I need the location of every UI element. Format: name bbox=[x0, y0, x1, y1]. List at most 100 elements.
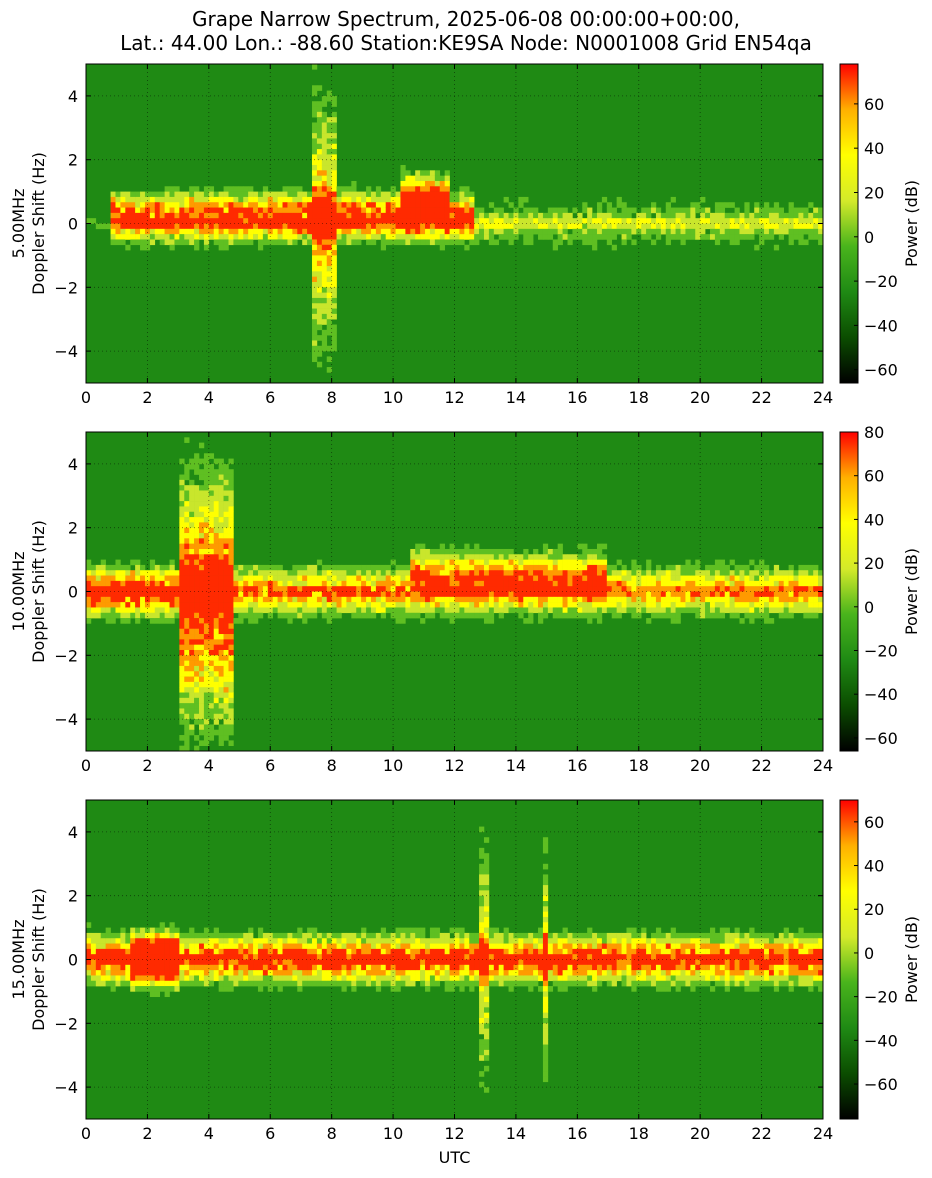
heatmap-cell bbox=[714, 596, 721, 603]
heatmap-cell bbox=[528, 591, 534, 598]
heatmap-cell bbox=[321, 586, 328, 592]
heatmap-cell bbox=[439, 607, 445, 614]
heatmap-cell bbox=[316, 313, 323, 320]
heatmap-cell bbox=[346, 932, 352, 939]
heatmap-cell bbox=[513, 943, 519, 950]
heatmap-cell bbox=[714, 228, 721, 235]
heatmap-cell bbox=[449, 212, 455, 219]
heatmap-cell bbox=[626, 927, 632, 934]
heatmap-cell bbox=[189, 671, 195, 677]
heatmap-cell bbox=[400, 964, 406, 971]
heatmap-cell bbox=[469, 975, 475, 982]
heatmap-cell bbox=[223, 564, 229, 571]
heatmap-cell bbox=[346, 570, 352, 576]
heatmap-cell bbox=[243, 970, 249, 976]
heatmap-cell bbox=[287, 186, 293, 192]
heatmap-cell bbox=[572, 612, 578, 619]
heatmap-cell bbox=[336, 586, 342, 592]
heatmap-cell bbox=[120, 975, 126, 982]
heatmap-cell bbox=[267, 223, 273, 230]
heatmap-cell bbox=[194, 506, 200, 513]
heatmap-cell bbox=[523, 239, 529, 246]
heatmap-cell bbox=[184, 527, 190, 534]
heatmap-cell bbox=[164, 948, 170, 955]
heatmap-cell bbox=[213, 234, 219, 240]
heatmap-cell bbox=[425, 959, 431, 966]
heatmap-cell bbox=[154, 607, 160, 614]
heatmap-cell bbox=[542, 1033, 549, 1040]
heatmap-cell bbox=[184, 735, 190, 741]
heatmap-cell bbox=[459, 970, 465, 976]
heatmap-cell bbox=[449, 959, 455, 966]
heatmap-cell bbox=[257, 207, 264, 214]
heatmap-cell bbox=[184, 501, 190, 507]
heatmap-cell bbox=[194, 591, 200, 598]
heatmap-cell bbox=[213, 511, 219, 518]
heatmap-cell bbox=[454, 943, 460, 950]
heatmap-cell bbox=[159, 986, 165, 992]
heatmap-cell bbox=[169, 559, 175, 566]
heatmap-cell bbox=[714, 591, 721, 598]
heatmap-cell bbox=[454, 970, 460, 976]
heatmap-cell bbox=[611, 943, 617, 950]
heatmap-cell bbox=[282, 938, 288, 944]
colorbar bbox=[839, 63, 859, 384]
heatmap-cell bbox=[179, 602, 185, 608]
heatmap-cell bbox=[110, 980, 116, 987]
heatmap-cell bbox=[552, 970, 558, 976]
heatmap-cell bbox=[228, 596, 234, 603]
heatmap-cell bbox=[169, 954, 175, 960]
heatmap-cell bbox=[385, 196, 391, 203]
heatmap-cell bbox=[292, 186, 298, 192]
y-axis-label: Doppler Shift (Hz) bbox=[29, 520, 48, 663]
heatmap-cell bbox=[248, 202, 254, 208]
heatmap-cell bbox=[361, 612, 367, 619]
heatmap-cell bbox=[606, 228, 613, 235]
heatmap-cell bbox=[562, 580, 568, 587]
heatmap-cell bbox=[636, 580, 642, 587]
heatmap-cell bbox=[321, 932, 328, 939]
heatmap-cell bbox=[199, 932, 205, 939]
heatmap-cell bbox=[459, 212, 465, 219]
x-tick-label: 0 bbox=[81, 388, 91, 407]
heatmap-cell bbox=[154, 986, 160, 992]
heatmap-cell bbox=[400, 586, 406, 592]
heatmap-cell bbox=[616, 223, 622, 230]
heatmap-cell bbox=[287, 591, 293, 598]
heatmap-cell bbox=[611, 228, 617, 235]
heatmap-cell bbox=[459, 207, 465, 214]
heatmap-cell bbox=[262, 932, 269, 939]
heatmap-cell bbox=[700, 596, 706, 603]
heatmap-cell bbox=[621, 938, 627, 944]
heatmap-cell bbox=[86, 922, 92, 928]
heatmap-cell bbox=[218, 639, 224, 645]
heatmap-cell bbox=[744, 570, 750, 576]
heatmap-cell bbox=[307, 580, 313, 587]
heatmap-cell bbox=[479, 564, 485, 571]
heatmap-cell bbox=[778, 607, 784, 614]
heatmap-cell bbox=[719, 612, 726, 619]
heatmap-cell bbox=[228, 634, 234, 640]
heatmap-cell bbox=[331, 607, 337, 614]
heatmap-cell bbox=[341, 218, 347, 224]
x-tick-label: 12 bbox=[444, 756, 464, 775]
heatmap-cell bbox=[184, 474, 190, 481]
heatmap-cell bbox=[680, 570, 686, 576]
heatmap-cell bbox=[695, 228, 701, 235]
heatmap-cell bbox=[179, 623, 185, 630]
heatmap-cell bbox=[336, 202, 342, 208]
heatmap-cell bbox=[606, 202, 613, 208]
heatmap-cell bbox=[203, 212, 210, 219]
heatmap-cell bbox=[312, 575, 318, 582]
heatmap-cell bbox=[149, 607, 156, 614]
heatmap-cell bbox=[434, 948, 441, 955]
heatmap-cell bbox=[257, 202, 264, 208]
heatmap-cell bbox=[115, 212, 121, 219]
heatmap-cell bbox=[199, 501, 205, 507]
heatmap-cell bbox=[513, 959, 519, 966]
heatmap-cell bbox=[105, 591, 111, 598]
heatmap-cell bbox=[336, 564, 342, 571]
heatmap-cell bbox=[169, 986, 175, 992]
heatmap-cell bbox=[641, 207, 647, 214]
